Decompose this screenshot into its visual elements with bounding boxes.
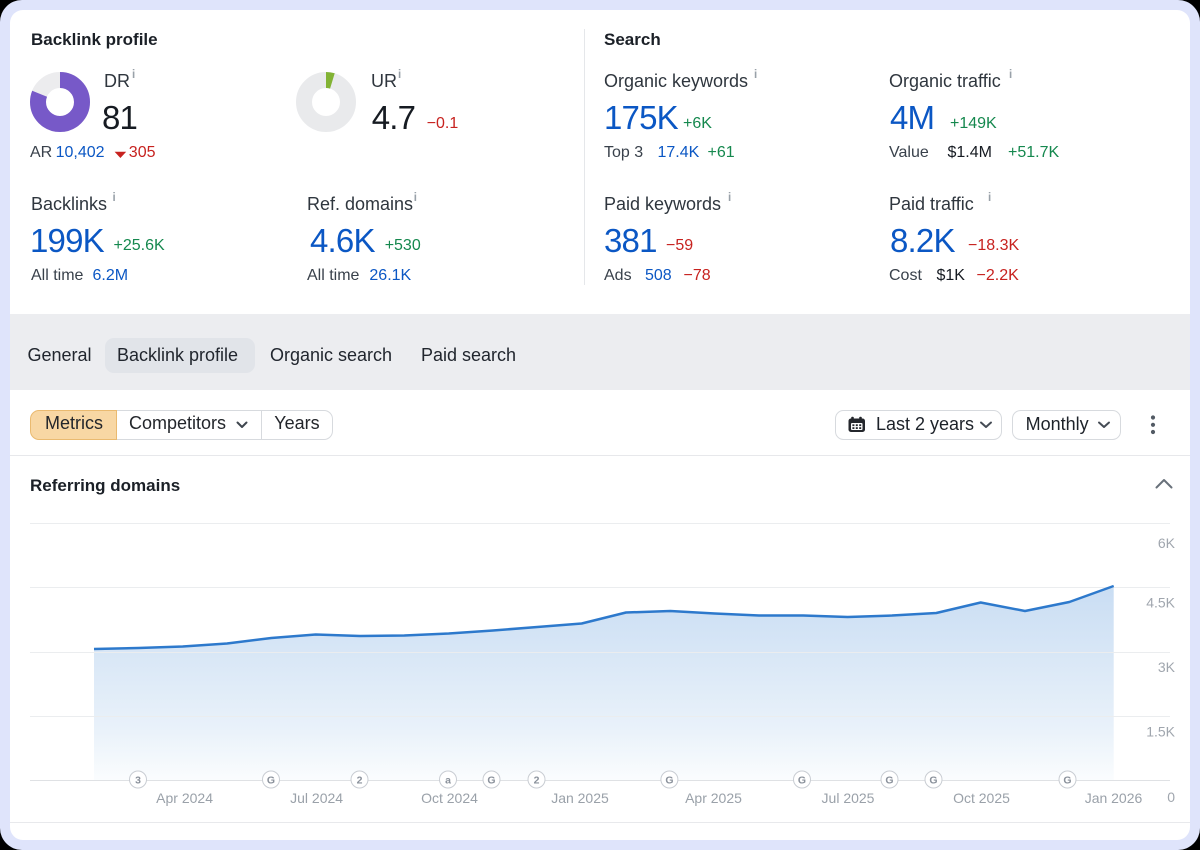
svg-text:Apr 2025: Apr 2025 — [685, 790, 742, 806]
svg-text:Apr 2024: Apr 2024 — [156, 790, 213, 806]
svg-text:G: G — [798, 775, 806, 787]
svg-text:1.5K: 1.5K — [1146, 724, 1175, 740]
svg-text:Oct 2024: Oct 2024 — [421, 790, 478, 806]
svg-text:2: 2 — [534, 775, 540, 787]
svg-text:Jul 2024: Jul 2024 — [290, 790, 343, 806]
svg-text:3: 3 — [135, 775, 141, 787]
svg-text:G: G — [487, 775, 495, 787]
svg-text:G: G — [885, 775, 893, 787]
svg-text:4.5K: 4.5K — [1146, 595, 1175, 611]
svg-text:3K: 3K — [1158, 659, 1176, 675]
svg-text:Jan 2025: Jan 2025 — [551, 790, 609, 806]
svg-text:G: G — [1063, 775, 1071, 787]
svg-text:Jan 2026: Jan 2026 — [1085, 790, 1143, 806]
svg-text:Jul 2025: Jul 2025 — [822, 790, 875, 806]
svg-text:Oct 2025: Oct 2025 — [953, 790, 1010, 806]
svg-text:G: G — [665, 775, 673, 787]
svg-text:2: 2 — [357, 775, 363, 787]
svg-text:a: a — [445, 775, 451, 787]
svg-text:G: G — [267, 775, 275, 787]
svg-text:0: 0 — [1167, 789, 1175, 805]
svg-text:6K: 6K — [1158, 535, 1176, 551]
svg-text:G: G — [929, 775, 937, 787]
